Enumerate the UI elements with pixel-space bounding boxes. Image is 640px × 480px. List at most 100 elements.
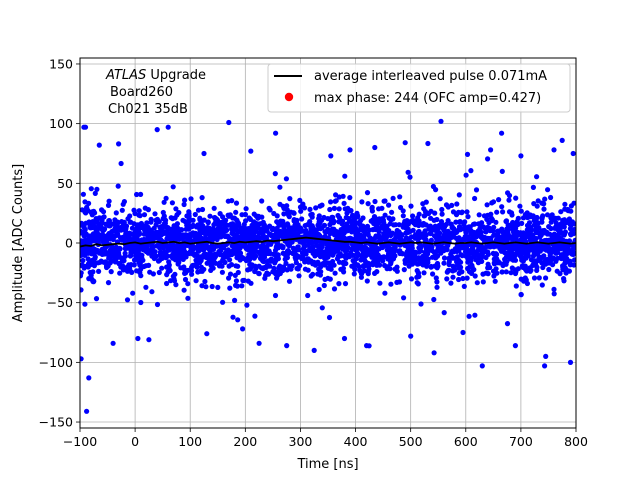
scatter-point (91, 279, 97, 285)
scatter-point (369, 205, 375, 211)
scatter-point (277, 201, 283, 207)
scatter-point (185, 237, 191, 243)
scatter-point (528, 257, 535, 263)
scatter-point (342, 247, 348, 254)
scatter-point (472, 273, 478, 279)
scatter-point (420, 201, 426, 207)
scatter-point (207, 213, 213, 219)
scatter-point (86, 375, 92, 381)
scatter-point (570, 251, 576, 257)
scatter-layer (80, 118, 576, 414)
scatter-point (446, 261, 452, 268)
y-axis-title: Amplitude [ADC Counts] (11, 164, 26, 322)
x-tick-label: 500 (399, 434, 423, 449)
scatter-point (88, 186, 94, 192)
scatter-point (414, 268, 420, 274)
scatter-point (504, 321, 511, 327)
scatter-point (408, 242, 414, 248)
scatter-point (479, 251, 485, 257)
series-line-average-pulse (80, 236, 576, 248)
scatter-point (403, 235, 409, 241)
scatter-point (364, 190, 371, 196)
scatter-point (232, 233, 238, 239)
scatter-point (243, 218, 249, 224)
annotation-upgrade: Upgrade (146, 68, 206, 83)
scatter-point (386, 227, 392, 234)
scatter-point (431, 296, 437, 303)
scatter-point (463, 224, 469, 231)
scatter-point (327, 276, 333, 282)
scatter-point (219, 230, 225, 236)
scatter-point (137, 252, 143, 258)
scatter-point (372, 198, 378, 205)
scatter-point (421, 220, 427, 227)
scatter-point (364, 223, 371, 229)
scatter-point (138, 191, 144, 197)
scatter-point (530, 213, 536, 219)
scatter-point (227, 285, 233, 291)
scatter-point (225, 198, 231, 204)
scatter-point (389, 255, 395, 261)
scatter-point (509, 237, 516, 243)
scatter-point (489, 227, 495, 233)
scatter-point (333, 198, 339, 204)
scatter-point (367, 235, 373, 241)
scatter-point (232, 297, 238, 303)
x-tick-label: 800 (564, 434, 588, 449)
scatter-point (258, 252, 264, 258)
scatter-point (392, 266, 398, 272)
scatter-point (179, 232, 185, 239)
scatter-point (386, 202, 392, 208)
scatter-point (160, 216, 166, 222)
scatter-point (283, 176, 289, 182)
scatter-point (181, 248, 187, 254)
scatter-point (266, 248, 272, 254)
scatter-point (80, 253, 83, 259)
scatter-point (512, 267, 518, 273)
scatter-point (82, 252, 88, 258)
scatter-point (512, 343, 519, 349)
scatter-point (139, 255, 145, 262)
scatter-point (116, 250, 122, 256)
scatter-point (259, 256, 265, 263)
scatter-point (176, 236, 182, 242)
scatter-point (361, 268, 367, 274)
scatter-point (211, 252, 217, 258)
scatter-point (562, 260, 568, 266)
scatter-point (233, 251, 239, 257)
scatter-point (315, 222, 321, 228)
scatter-point (130, 290, 136, 296)
scatter-point (456, 265, 462, 271)
scatter-point (124, 264, 130, 270)
scatter-point (453, 235, 460, 241)
scatter-point (93, 229, 99, 235)
scatter-point (233, 200, 240, 206)
scatter-point (403, 225, 409, 231)
scatter-point (460, 245, 466, 251)
scatter-point (551, 147, 557, 153)
scatter-point (272, 171, 278, 177)
scatter-point (499, 168, 505, 174)
scatter-point (371, 220, 377, 227)
scatter-point (422, 249, 428, 255)
scatter-point (480, 279, 486, 285)
scatter-point (206, 246, 212, 252)
scatter-point (248, 265, 254, 271)
scatter-point (513, 283, 519, 289)
scatter-point (165, 124, 171, 130)
scatter-point (129, 269, 135, 275)
scatter-point (84, 408, 90, 414)
scatter-point (80, 356, 84, 362)
scatter-point (347, 195, 353, 201)
scatter-point (93, 249, 99, 255)
scatter-point (416, 221, 423, 227)
scatter-point (90, 223, 96, 229)
scatter-point (302, 251, 308, 257)
scatter-point (410, 219, 416, 225)
scatter-point (372, 235, 378, 241)
scatter-point (182, 197, 188, 203)
scatter-point (159, 229, 166, 235)
scatter-point (430, 271, 436, 277)
scatter-point (159, 243, 165, 249)
